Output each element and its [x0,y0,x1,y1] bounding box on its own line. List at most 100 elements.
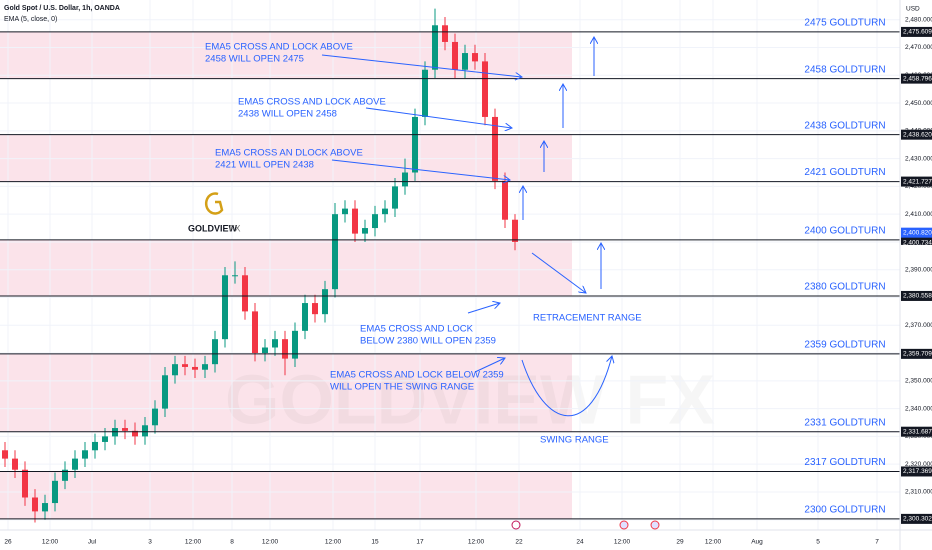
candle-body [152,408,158,426]
candle-body [312,303,318,315]
candle-body [362,228,368,234]
watermark: GOLDVIEW FX [225,360,715,438]
level-tag-label: 2,475.609 [903,29,932,36]
event-icon [511,520,521,530]
level-name: 2421 GOLDTURN [804,167,885,178]
candle-body [502,180,508,220]
arrow [365,107,512,128]
annotation: 2458 WILL OPEN 2475 [205,54,304,65]
candle-body [12,458,18,470]
arrow [467,303,500,314]
y-tick-label: 2,320.000 [905,461,932,468]
level-name: 2317 GOLDTURN [804,457,885,468]
level-name: 2331 GOLDTURN [804,417,885,428]
level-tag [901,426,932,437]
level-tag-label: 2,421.727 [903,178,932,185]
level-name: 2300 GOLDTURN [804,505,885,516]
candle-body [512,219,518,242]
candle-body [342,208,348,215]
price-tag [901,227,932,238]
y-tick-label: 2,350.000 [905,378,932,385]
y-tick-label: 2,450.000 [905,100,932,107]
candle-body [112,428,118,437]
candle-body [482,61,488,117]
chart-title: Gold Spot / U.S. Dollar, 1h, OANDA [4,5,120,12]
annotation: EMA5 CROSS AN DLOCK ABOVE [215,148,363,159]
x-tick-label: Jul [88,539,97,546]
candle-body [42,503,48,512]
candle-body [272,339,278,348]
candle-body [412,116,418,173]
level-tag [901,26,932,37]
y-tick-label: 2,370.000 [905,322,932,329]
candle-body [442,25,448,42]
candle-body [232,275,238,277]
y-tick-label: 2,410.000 [905,211,932,218]
zone [0,353,572,432]
candle-body [352,208,358,234]
level-tag-label: 2,317.369 [903,468,932,475]
x-tick-label: 7 [875,539,879,546]
logo-suffix: FX [229,223,241,233]
candle-body [122,428,128,431]
swing-arrow [521,356,612,417]
candle-body [282,339,288,359]
candle-body [472,53,478,62]
zones [0,31,572,519]
logo-name: GOLDVIEW [188,223,238,233]
x-tick-label: 26 [4,539,12,546]
level-name: 2475 GOLDTURN [804,18,885,29]
annotation: EMA5 CROSS AND LOCK BELOW 2359 [330,370,504,381]
annotation: EMA5 CROSS AND LOCK ABOVE [205,42,353,53]
level-name: 2438 GOLDTURN [804,120,885,131]
annotation: EMA5 CROSS AND LOCK [360,324,474,335]
level-tag-label: 2,331.687 [903,428,932,435]
candle-body [242,275,248,312]
y-tick-label: 2,390.000 [905,266,932,273]
x-tick-label: 24 [576,539,584,546]
level-tag-label: 2,400.734 [903,240,932,247]
annotation: 2438 WILL OPEN 2458 [238,109,337,120]
x-tick-label: 12:00 [468,539,485,546]
candle-body [52,480,58,504]
x-tick-label: 22 [515,539,523,546]
candle-body [262,347,268,354]
event-icon [619,520,629,530]
level-tag-label: 2,359.709 [903,351,932,358]
level-name: 2380 GOLDTURN [804,282,885,293]
candle-body [32,497,38,512]
y-tick-label: 2,340.000 [905,405,932,412]
indicator-label: EMA (5, close, 0) [4,16,57,23]
price-tag-label: 2,400.820 [903,229,932,236]
y-tick-label: 2,310.000 [905,489,932,496]
event-icon [650,520,660,530]
candle-body [402,172,408,187]
candle-body [202,364,208,370]
logo: GOLDVIEW FX [188,192,241,233]
x-tick-label: 3 [148,539,152,546]
level-tag-label: 2,300.302 [903,516,932,523]
logo-icon [204,192,224,215]
level-name: 2400 GOLDTURN [804,226,885,237]
x-tick-label: 12:00 [614,539,631,546]
x-tick-label: 12:00 [262,539,279,546]
candle-body [222,275,228,340]
y-tick-label: 2,470.000 [905,44,932,51]
candle-body [392,186,398,209]
level-name: 2359 GOLDTURN [804,340,885,351]
x-tick-label: 5 [816,539,820,546]
arrows [321,37,612,417]
annotation: EMA5 CROSS AND LOCK ABOVE [238,97,386,108]
candle-body [332,214,338,290]
x-tick-label: 12:00 [185,539,202,546]
x-tick-label: 15 [371,539,379,546]
candle-body [102,436,108,442]
y-tick-label: 2,420.000 [905,183,932,190]
candle-body [322,289,328,315]
level-tag [901,176,932,187]
candle-body [92,441,98,451]
level-tag [901,290,932,301]
candle-body [292,330,298,359]
level-tag [901,513,932,524]
